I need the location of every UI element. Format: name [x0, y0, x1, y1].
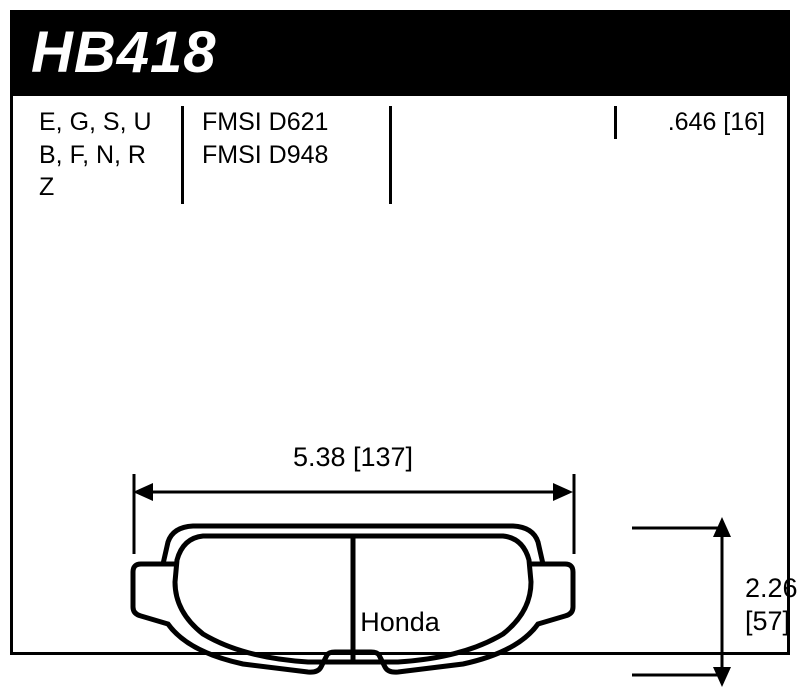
part-number-title: HB418 — [13, 13, 787, 96]
fmsi-line1: FMSI D621 — [202, 106, 371, 139]
width-arrow — [133, 477, 573, 507]
codes-line3: Z — [39, 171, 163, 204]
brake-pad-outline — [113, 512, 593, 682]
width-label: 5.38 [137] — [143, 442, 563, 473]
fmsi-line2: FMSI D948 — [202, 139, 371, 172]
codes-line2: B, F, N, R — [39, 139, 163, 172]
height-arrow — [707, 517, 737, 687]
thickness-col: .646 [16] — [614, 106, 765, 139]
brand-label: Honda — [13, 607, 787, 638]
title-text: HB418 — [31, 20, 217, 85]
diagram-area: 5.38 [137] — [13, 212, 787, 642]
spec-row: E, G, S, U B, F, N, R Z FMSI D621 FMSI D… — [13, 96, 787, 212]
thickness-value: .646 [16] — [635, 106, 765, 139]
spec-frame: HB418 E, G, S, U B, F, N, R Z FMSI D621 … — [10, 10, 790, 655]
fmsi-codes: FMSI D621 FMSI D948 — [202, 106, 392, 204]
height-in: 2.26 — [745, 572, 798, 606]
width-dimension: 5.38 [137] — [143, 442, 563, 477]
spacer-col — [410, 106, 614, 204]
compound-codes: E, G, S, U B, F, N, R Z — [39, 106, 184, 204]
codes-line1: E, G, S, U — [39, 106, 163, 139]
